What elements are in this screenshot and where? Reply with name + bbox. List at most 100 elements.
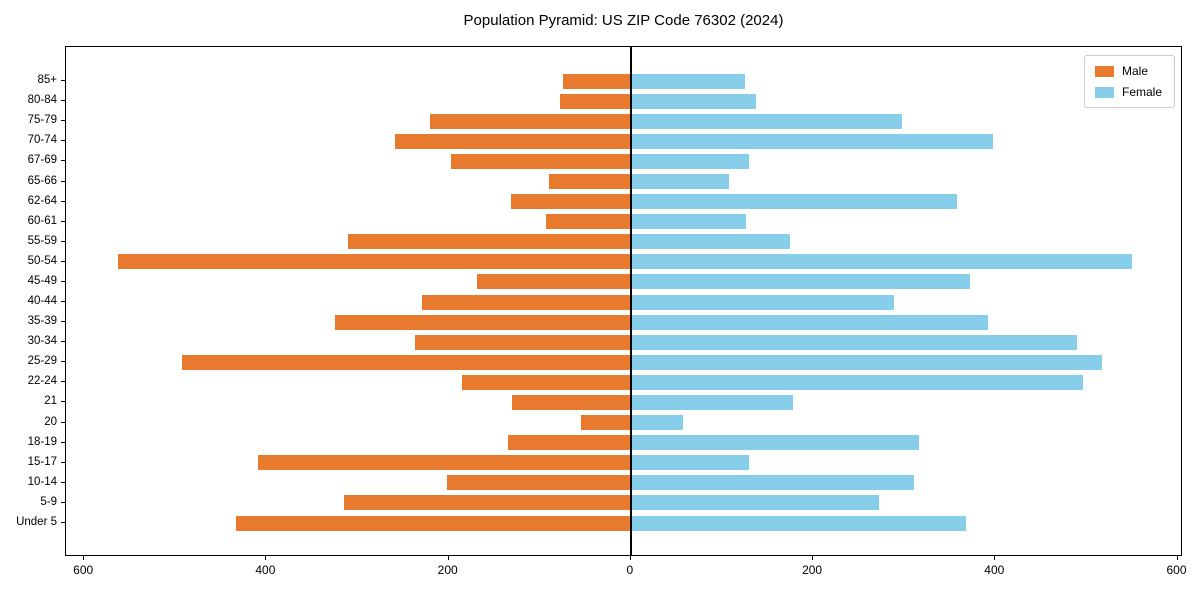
y-axis-tick-label: 40-44 bbox=[27, 295, 57, 307]
legend-male-label: Male bbox=[1121, 64, 1148, 78]
y-axis-tick-mark bbox=[61, 321, 65, 323]
female-bar bbox=[630, 73, 745, 89]
y-axis-tick-label: 85+ bbox=[37, 74, 57, 86]
x-axis-tick-label: 400 bbox=[255, 563, 276, 577]
y-axis-tick-mark bbox=[61, 341, 65, 343]
y-axis-tick-label: 60-61 bbox=[27, 214, 57, 227]
male-swatch-icon bbox=[1094, 65, 1114, 77]
male-bar bbox=[258, 455, 631, 471]
plot-area: Male Female bbox=[65, 46, 1182, 556]
male-bar bbox=[510, 194, 631, 210]
x-axis-tick-label: 200 bbox=[437, 563, 458, 577]
female-bar bbox=[630, 475, 915, 491]
male-bar bbox=[343, 495, 631, 511]
male-bar bbox=[476, 274, 631, 290]
y-axis-tick-mark bbox=[61, 461, 65, 463]
x-axis-tick-mark bbox=[447, 556, 449, 560]
y-axis-tick-label: 10-14 bbox=[27, 475, 57, 488]
y-axis-tick-label: 50-54 bbox=[27, 254, 57, 267]
chart-title: Population Pyramid: US ZIP Code 76302 (2… bbox=[463, 12, 784, 29]
y-axis-tick-mark bbox=[61, 381, 65, 383]
legend: Male Female bbox=[1083, 55, 1175, 108]
y-axis-tick-mark bbox=[61, 120, 65, 122]
y-axis-tick-mark bbox=[61, 361, 65, 363]
y-axis-tick-label: 25-29 bbox=[27, 355, 57, 368]
male-bar bbox=[450, 153, 631, 169]
male-bar bbox=[394, 133, 631, 149]
male-bar bbox=[236, 515, 631, 531]
y-axis-tick-label: 70-74 bbox=[27, 134, 57, 147]
y-axis-tick-mark bbox=[61, 441, 65, 443]
y-axis-tick-label: 21 bbox=[44, 395, 57, 408]
female-bar bbox=[630, 354, 1102, 370]
y-axis-tick-mark bbox=[61, 80, 65, 81]
female-bar bbox=[630, 294, 895, 310]
y-axis-tick-label: 80-84 bbox=[27, 94, 57, 107]
legend-entry-female: Female bbox=[1094, 85, 1162, 99]
legend-female-label: Female bbox=[1121, 85, 1162, 99]
male-bar bbox=[512, 394, 631, 410]
y-axis-tick-mark bbox=[61, 501, 65, 503]
female-bar bbox=[630, 314, 988, 330]
x-axis-tick-label: 0 bbox=[626, 563, 634, 577]
male-bar bbox=[430, 113, 631, 129]
x-axis-tick-label: 400 bbox=[984, 563, 1005, 577]
male-bar bbox=[334, 314, 631, 330]
female-bar bbox=[630, 415, 683, 430]
y-axis-tick-label: 55-59 bbox=[27, 234, 57, 247]
female-bar bbox=[630, 93, 756, 109]
female-swatch-icon bbox=[1094, 86, 1114, 98]
x-axis-tick-label: 200 bbox=[802, 563, 823, 577]
y-axis-tick-mark bbox=[61, 100, 65, 102]
x-axis-tick-mark bbox=[629, 556, 631, 560]
female-bar bbox=[630, 495, 879, 511]
y-axis-tick-label: Under 5 bbox=[16, 516, 57, 528]
y-axis-tick-label: 18-19 bbox=[27, 435, 57, 448]
y-axis-tick-mark bbox=[61, 301, 65, 302]
male-bar bbox=[117, 254, 631, 270]
female-bar bbox=[630, 515, 967, 531]
female-bar bbox=[630, 334, 1078, 350]
female-bar bbox=[630, 374, 1083, 390]
y-axis-tick-label: 35-39 bbox=[27, 315, 57, 328]
y-axis-tick-mark bbox=[61, 200, 65, 202]
x-axis-tick-mark bbox=[994, 556, 996, 560]
female-bar bbox=[630, 394, 794, 410]
female-bar bbox=[630, 133, 993, 149]
female-bar bbox=[630, 113, 903, 129]
y-axis-tick-mark bbox=[61, 140, 65, 142]
male-bar bbox=[446, 475, 631, 491]
male-bar bbox=[507, 435, 631, 451]
x-axis-tick-label: 600 bbox=[1166, 563, 1187, 577]
male-bar bbox=[580, 415, 631, 430]
y-axis-tick-label: 45-49 bbox=[27, 274, 57, 287]
y-axis-tick-mark bbox=[61, 180, 65, 182]
y-axis-tick-mark bbox=[61, 280, 65, 282]
male-bar bbox=[548, 174, 631, 189]
x-axis-tick-mark bbox=[812, 556, 814, 560]
male-bar bbox=[559, 93, 631, 109]
female-bar bbox=[630, 153, 750, 169]
female-bar bbox=[630, 435, 919, 451]
y-axis-tick-label: 75-79 bbox=[27, 114, 57, 127]
x-axis-tick-mark bbox=[1176, 556, 1178, 560]
male-bar bbox=[348, 234, 631, 250]
female-bar bbox=[630, 194, 958, 210]
female-bar bbox=[630, 234, 791, 250]
legend-entry-male: Male bbox=[1094, 64, 1162, 78]
male-bar bbox=[181, 354, 631, 370]
male-bar bbox=[546, 214, 631, 230]
male-bar bbox=[462, 374, 631, 390]
y-axis-tick-label: 15-17 bbox=[27, 455, 57, 468]
y-axis-tick-label: 5-9 bbox=[40, 495, 57, 508]
y-axis-tick-mark bbox=[61, 401, 65, 403]
x-axis-tick-mark bbox=[83, 556, 85, 560]
y-axis-tick-mark bbox=[61, 260, 65, 262]
y-axis-tick-label: 30-34 bbox=[27, 335, 57, 348]
male-bar bbox=[422, 294, 631, 310]
y-axis-tick-mark bbox=[61, 240, 65, 242]
x-axis-tick-label: 600 bbox=[73, 563, 94, 577]
female-bar bbox=[630, 254, 1132, 270]
female-bar bbox=[630, 214, 746, 230]
female-bar bbox=[630, 455, 750, 471]
